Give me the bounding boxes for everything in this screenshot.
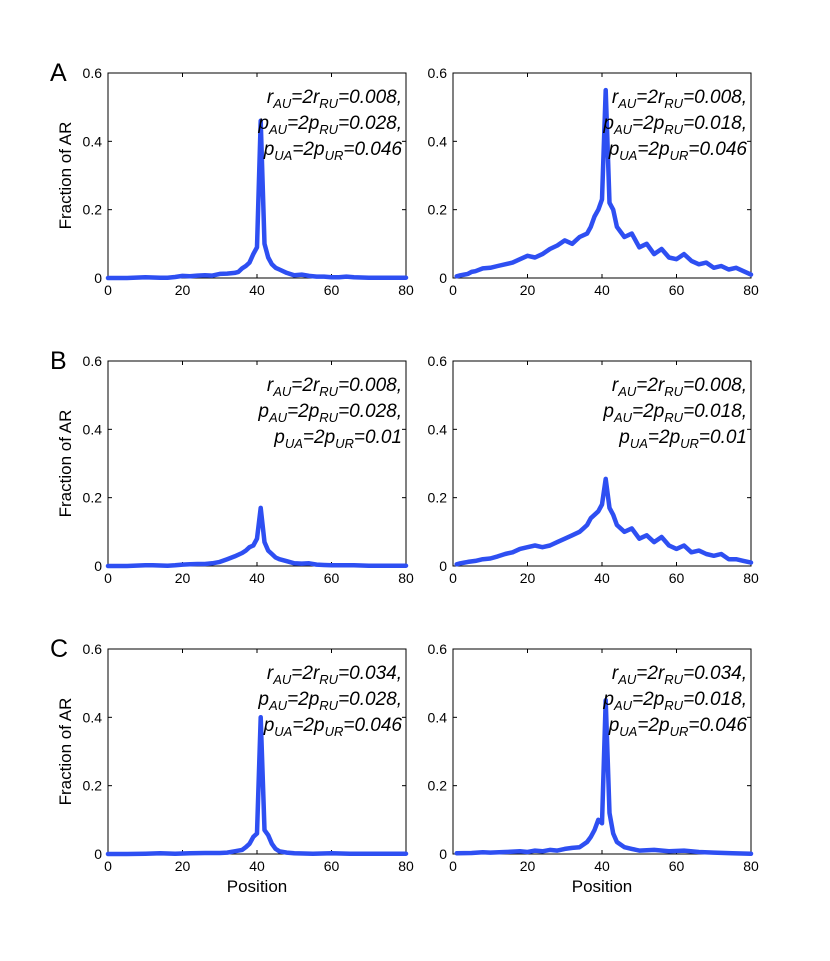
y-axis-title: Fraction of AR <box>56 122 75 230</box>
y-tick-label: 0.2 <box>428 778 448 794</box>
x-tick-label: 40 <box>249 570 265 586</box>
parameter-annotation-line: pUA=2pUR=0.046 <box>263 715 403 739</box>
parameter-annotation-line: pAU=2pRU=0.028, <box>257 401 402 425</box>
x-tick-label: 20 <box>520 570 536 586</box>
chart-panel-B-left: 0 20 40 60 80 0 0.2 0.4 0.6 rAU=2rRU=0.008,pAU=2p… <box>50 347 414 586</box>
y-tick-label: 0.6 <box>83 65 103 81</box>
x-tick-label: 60 <box>669 570 685 586</box>
y-tick-label: 0.2 <box>83 490 103 506</box>
parameter-annotation-line: rAU=2rRU=0.008, <box>612 375 747 399</box>
parameter-annotation-line: pAU=2pRU=0.028, <box>257 689 402 713</box>
y-tick-label: 0.6 <box>83 353 103 369</box>
chart-panel-C-left: 0 20 40 60 80 0 0.2 0.4 0.6 rAU=2rRU=0.034,pAU=2p… <box>50 635 414 896</box>
x-axis-title: Position <box>227 877 287 896</box>
x-tick-label: 40 <box>594 858 610 874</box>
x-tick-label: 40 <box>594 570 610 586</box>
x-tick-label: 80 <box>743 858 759 874</box>
y-tick-label: 0.4 <box>428 133 448 149</box>
parameter-annotation-line: rAU=2rRU=0.034, <box>612 663 747 687</box>
x-tick-label: 20 <box>175 858 191 874</box>
y-tick-label: 0 <box>94 270 102 286</box>
y-tick-label: 0.2 <box>83 202 103 218</box>
parameter-annotation-line: rAU=2rRU=0.034, <box>267 663 402 687</box>
y-tick-label: 0.2 <box>428 202 448 218</box>
parameter-annotation-line: pUA=2pUR=0.01 <box>273 427 402 451</box>
parameter-annotation-line: pAU=2pRU=0.018, <box>602 689 747 713</box>
series-line-fraction <box>105 118 409 281</box>
y-tick-label: 0.6 <box>428 353 448 369</box>
chart-panel-B-right: 0 20 40 60 80 0 0.2 0.4 0.6 rAU=2rRU=0.008,pAU=2p… <box>428 353 759 586</box>
x-tick-label: 60 <box>324 570 340 586</box>
series-line-fraction <box>105 715 409 857</box>
y-tick-label: 0.4 <box>428 421 448 437</box>
parameter-annotation-line: pAU=2pRU=0.018, <box>602 113 747 137</box>
y-tick-label: 0.6 <box>428 641 448 657</box>
y-tick-label: 0.4 <box>428 709 448 725</box>
x-tick-label: 80 <box>743 282 759 298</box>
parameter-annotation-line: pUA=2pUR=0.046 <box>263 139 403 163</box>
y-tick-label: 0 <box>439 270 447 286</box>
parameter-annotation-line: pAU=2pRU=0.018, <box>602 401 747 425</box>
x-tick-label: 80 <box>743 570 759 586</box>
x-tick-label: 80 <box>398 858 414 874</box>
x-tick-label: 0 <box>104 570 112 586</box>
parameter-annotation-line: rAU=2rRU=0.008, <box>612 87 747 111</box>
x-tick-label: 0 <box>104 282 112 298</box>
x-tick-label: 20 <box>520 282 536 298</box>
chart-panel-A-right: 0 20 40 60 80 0 0.2 0.4 0.6 rAU=2rRU=0.008,pAU=2p… <box>428 65 759 298</box>
series-line-fraction <box>454 698 754 856</box>
y-tick-label: 0 <box>94 558 102 574</box>
y-tick-label: 0.2 <box>428 490 448 506</box>
x-tick-label: 80 <box>398 570 414 586</box>
y-tick-label: 0.6 <box>83 641 103 657</box>
x-tick-label: 40 <box>249 858 265 874</box>
y-tick-label: 0 <box>439 558 447 574</box>
x-tick-label: 0 <box>449 570 457 586</box>
y-tick-label: 0.4 <box>83 421 103 437</box>
x-axis-title: Position <box>572 877 632 896</box>
x-tick-label: 40 <box>249 282 265 298</box>
plot-area <box>452 360 752 567</box>
chart-panel-C-right: 0 20 40 60 80 0 0.2 0.4 0.6 rAU=2rRU=0.034,pAU=2p… <box>428 641 759 896</box>
y-tick-label: 0.6 <box>428 65 448 81</box>
y-tick-label: 0.2 <box>83 778 103 794</box>
x-tick-label: 40 <box>594 282 610 298</box>
parameter-annotation-line: pUA=2pUR=0.046 <box>608 715 748 739</box>
y-tick-label: 0.4 <box>83 709 103 725</box>
chart-panel-A-left: 0 20 40 60 80 0 0.2 0.4 0.6 rAU=2rRU=0.008,pAU=2p… <box>50 59 414 298</box>
y-tick-label: 0 <box>94 846 102 862</box>
y-axis-title: Fraction of AR <box>56 698 75 806</box>
x-tick-label: 20 <box>175 570 191 586</box>
series-line-fraction <box>454 476 754 567</box>
panel-label: B <box>50 347 67 375</box>
parameter-annotation-line: pAU=2pRU=0.028, <box>257 113 402 137</box>
parameter-annotation-line: pUA=2pUR=0.01 <box>618 427 747 451</box>
parameter-annotation-line: rAU=2rRU=0.008, <box>267 375 402 399</box>
panel-label: A <box>50 59 67 87</box>
x-tick-label: 60 <box>669 282 685 298</box>
x-tick-label: 20 <box>175 282 191 298</box>
x-tick-label: 60 <box>669 858 685 874</box>
parameter-annotation-line: pUA=2pUR=0.046 <box>608 139 748 163</box>
y-axis-title: Fraction of AR <box>56 410 75 518</box>
panel-label: C <box>50 635 68 663</box>
x-tick-label: 0 <box>104 858 112 874</box>
x-tick-label: 0 <box>449 282 457 298</box>
x-tick-label: 60 <box>324 282 340 298</box>
series-line-fraction <box>454 87 754 279</box>
y-tick-label: 0.4 <box>83 133 103 149</box>
x-tick-label: 80 <box>398 282 414 298</box>
y-tick-label: 0 <box>439 846 447 862</box>
x-tick-label: 20 <box>520 858 536 874</box>
series-line-fraction <box>105 505 409 569</box>
x-tick-label: 60 <box>324 858 340 874</box>
parameter-annotation-line: rAU=2rRU=0.008, <box>267 87 402 111</box>
x-tick-label: 0 <box>449 858 457 874</box>
